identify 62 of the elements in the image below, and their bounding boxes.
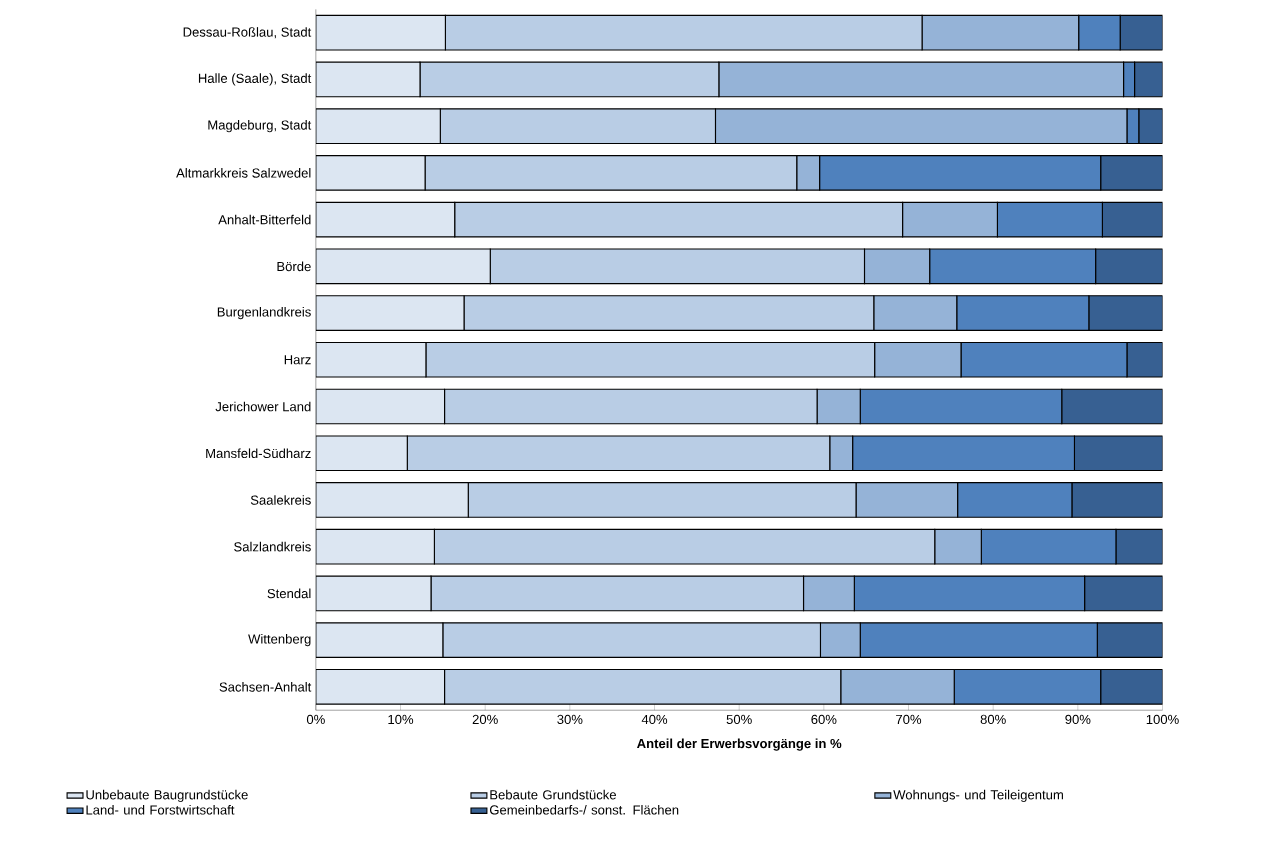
x-tick-label: 20% <box>472 714 498 724</box>
bar <box>315 14 446 51</box>
x-tick-label: 30% <box>557 714 583 724</box>
x-axis-title: Anteil der Erwerbsvorgänge in % <box>637 738 842 751</box>
bar <box>1100 154 1163 191</box>
y-tick-label: Altmarkkreis Salzwedel <box>176 168 311 178</box>
bar <box>1119 14 1163 51</box>
bar <box>1084 575 1163 612</box>
bar <box>1061 388 1163 425</box>
bar <box>315 388 446 425</box>
legend-label: Unbebaute Baugrundstücke <box>86 789 248 802</box>
bar <box>315 622 444 658</box>
bar <box>315 61 421 98</box>
y-tick-label: Magdeburg, Stadt <box>208 120 312 133</box>
bar <box>1073 435 1163 472</box>
legend-label: Wohnungs- und Teileigentum <box>893 789 1063 802</box>
bar <box>1100 668 1163 705</box>
x-tick-label: 90% <box>1065 714 1091 724</box>
x-tick-label: 0% <box>306 714 325 724</box>
legend-label: Land- und Forstwirtschaft <box>86 804 235 815</box>
bar <box>1134 61 1163 98</box>
x-tick-label: 80% <box>980 714 1006 724</box>
bar <box>1101 201 1163 238</box>
bar <box>315 341 427 378</box>
bar <box>315 435 408 472</box>
y-tick-label: Stendal <box>267 588 311 599</box>
y-tick-label: Anhalt-Bitterfeld <box>218 214 311 225</box>
bar <box>1095 248 1163 285</box>
x-tick-label: 60% <box>811 714 837 724</box>
y-tick-label: Jerichower Land <box>215 401 311 412</box>
bar <box>1088 295 1163 331</box>
bar <box>315 528 435 565</box>
bar <box>315 668 446 705</box>
y-tick-label: Saalekreis <box>250 495 311 505</box>
bar <box>315 154 426 191</box>
legend-label: Bebaute Grundstücke <box>490 789 616 800</box>
x-tick-label: 40% <box>641 714 668 724</box>
y-tick-label: Halle (Saale), Stadt <box>198 73 312 86</box>
y-tick-label: Wittenberg <box>248 633 311 647</box>
bar <box>1071 482 1163 518</box>
y-tick-label: Salzlandkreis <box>234 541 311 552</box>
y-tick-label: Sachsen-Anhalt <box>219 682 312 692</box>
bar <box>1138 108 1163 144</box>
x-tick-label: 70% <box>896 714 922 724</box>
y-tick-label: Börde <box>277 261 311 272</box>
bar <box>315 575 432 612</box>
bar <box>315 108 441 144</box>
x-tick-label: 10% <box>388 714 414 724</box>
y-tick-label: Dessau-Roßlau, Stadt <box>183 27 312 39</box>
bar <box>315 295 465 331</box>
bar <box>1126 341 1163 378</box>
bar <box>315 482 469 518</box>
bar <box>315 201 456 238</box>
y-tick-label: Harz <box>284 355 311 365</box>
y-tick-label: Burgenlandkreis <box>217 306 311 320</box>
bar <box>315 248 491 285</box>
x-tick-label: 50% <box>726 714 752 724</box>
legend-label: Gemeinbedarfs-/ sonst. Flächen <box>489 804 679 815</box>
y-tick-label: Mansfeld-Südharz <box>206 448 311 458</box>
x-tick-label: 100% <box>1146 714 1179 724</box>
bar <box>1096 622 1163 658</box>
bar <box>1115 528 1163 565</box>
